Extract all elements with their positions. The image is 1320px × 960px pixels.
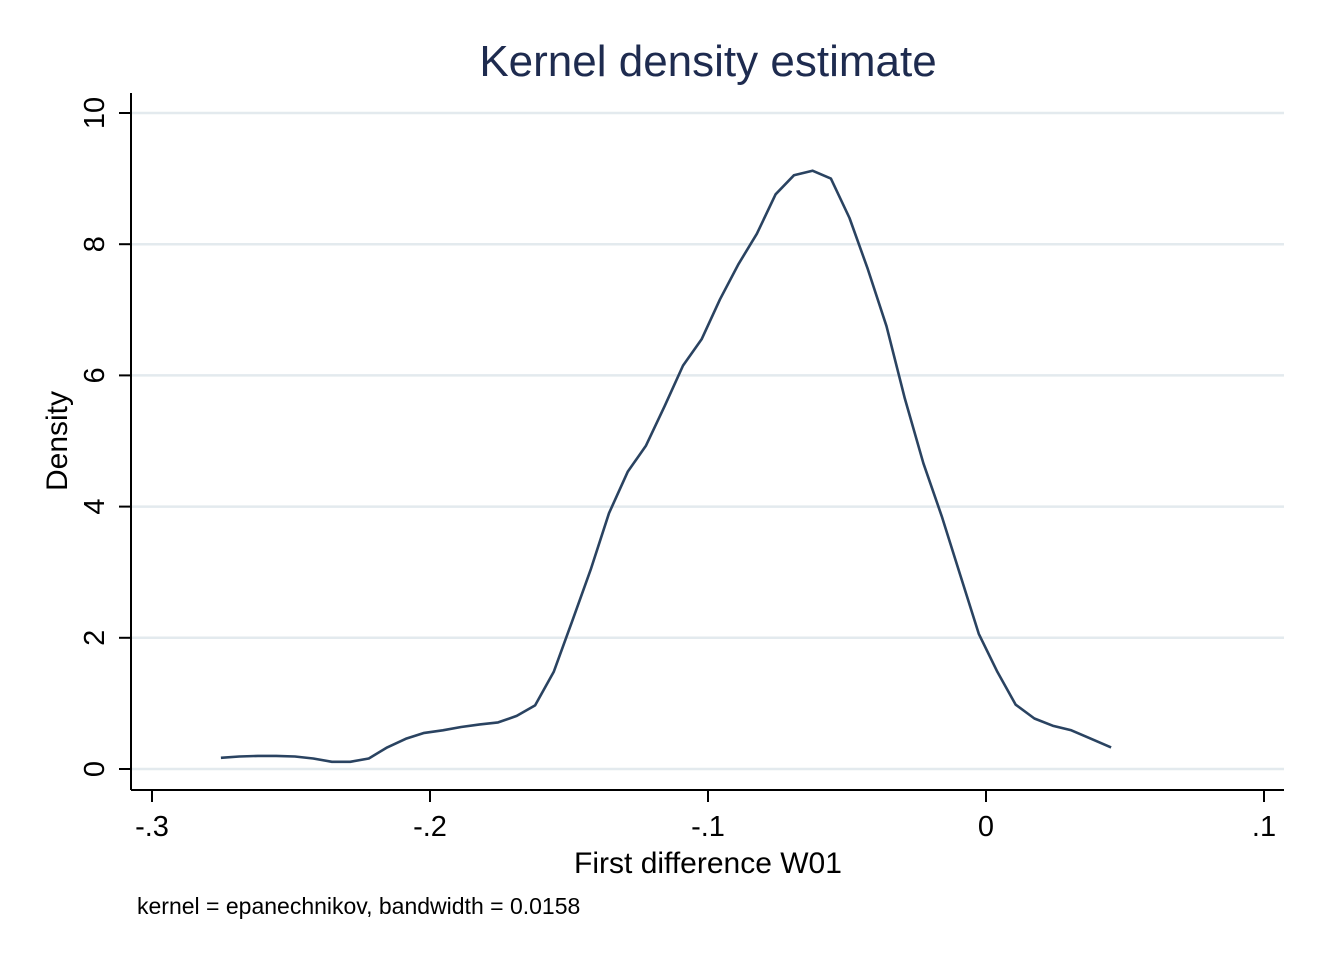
tick-marks xyxy=(119,112,1265,802)
y-tick-label-1: 2 xyxy=(79,630,111,646)
density-curve xyxy=(220,169,1112,764)
y-tick-label-0: 0 xyxy=(79,761,111,777)
x-tick-label-1: -.2 xyxy=(413,811,447,843)
axes xyxy=(130,93,1284,791)
x-tick-label-2: -.1 xyxy=(691,811,725,843)
x-tick-label-4: .1 xyxy=(1252,811,1276,843)
chart-title: Kernel density estimate xyxy=(479,37,936,86)
tick-labels: -.3 -.2 -.1 0 .1 0 2 4 6 8 10 xyxy=(79,97,1276,843)
y-tick-label-4: 8 xyxy=(79,236,111,252)
x-tick-label-3: 0 xyxy=(978,811,994,843)
y-tick-label-3: 6 xyxy=(79,367,111,383)
y-axis-title: Density xyxy=(41,391,74,491)
y-tick-label-2: 4 xyxy=(79,499,111,515)
x-axis-title: First difference W01 xyxy=(574,847,842,880)
grid-lines xyxy=(132,111,1284,771)
kernel-note: kernel = epanechnikov, bandwidth = 0.015… xyxy=(137,893,580,919)
x-tick-label-0: -.3 xyxy=(135,811,169,843)
y-tick-label-5: 10 xyxy=(79,97,111,129)
